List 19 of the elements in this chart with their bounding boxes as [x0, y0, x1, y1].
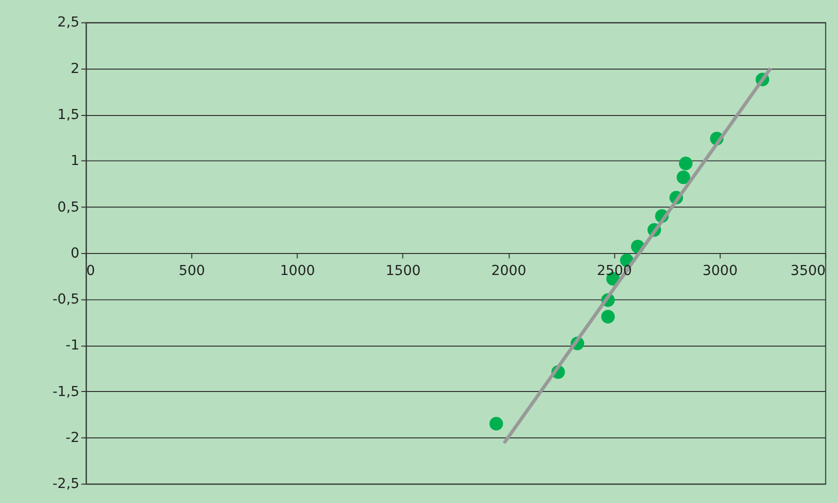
- x-tick-label: 500: [178, 263, 206, 280]
- y-tick-label: -2,5: [52, 476, 80, 492]
- y-tick-label: -1,5: [52, 384, 80, 400]
- y-tick-label: 1: [70, 153, 80, 170]
- x-tick-label: 0: [86, 263, 96, 280]
- x-tick-label: 3000: [702, 263, 738, 280]
- x-tick-label: 2000: [491, 263, 526, 280]
- y-tick-label: 2: [70, 60, 80, 77]
- y-tick-label: 1,5: [57, 107, 80, 124]
- x-tick-label: 1500: [386, 263, 421, 280]
- y-tick-label: 2,5: [57, 14, 80, 31]
- x-tick-label: 3500: [790, 263, 826, 280]
- y-tick-label: 0: [70, 245, 80, 262]
- y-tick-label: -2: [66, 430, 80, 446]
- y-tick-label: -0,5: [52, 292, 80, 308]
- x-tick-label: 2500: [596, 263, 632, 280]
- y-tick-label: 0,5: [57, 199, 80, 216]
- x-tick-label: 1000: [280, 263, 316, 280]
- y-tick-label: -1: [66, 338, 80, 354]
